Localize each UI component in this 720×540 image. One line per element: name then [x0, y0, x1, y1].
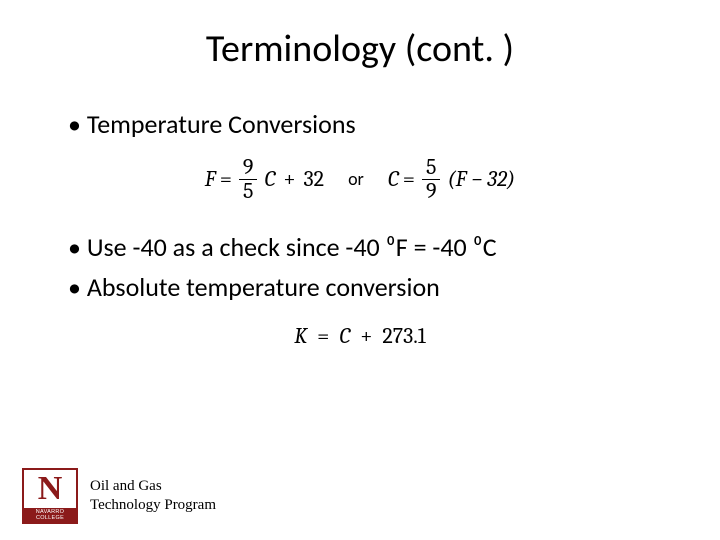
equals-sign: = — [403, 166, 415, 192]
formula-var-c: C — [339, 323, 350, 349]
fraction-denominator: 5 — [239, 180, 257, 203]
formula-var-k: K — [294, 323, 307, 349]
equals-sign: = — [220, 166, 232, 192]
bullet-absolute-temp: Absolute temperature conversion — [68, 271, 670, 305]
bullet-temp-conversions: Temperature Conversions — [68, 108, 670, 142]
or-separator: or — [348, 168, 364, 190]
footer-block: N NAVARRO COLLEGE Oil and Gas Technology… — [22, 468, 216, 524]
navarro-logo: N NAVARRO COLLEGE — [22, 468, 78, 524]
formula-paren-group: (F − 32) — [447, 166, 515, 192]
kelvin-formula-row: K = C + 273.1 — [50, 323, 670, 349]
logo-bar-text: NAVARRO COLLEGE — [24, 508, 76, 522]
fraction-9-5: 9 5 — [239, 156, 258, 203]
fraction-numerator: 9 — [239, 156, 258, 180]
formula-const-32: 32 — [304, 166, 325, 192]
slide-title: Terminology (cont. ) — [50, 26, 670, 72]
logo-letter: N — [38, 472, 63, 506]
program-name: Oil and Gas Technology Program — [90, 477, 216, 515]
formula-row: F = 9 5 C + 32 or C = 5 9 (F − 32) — [50, 156, 670, 203]
formula-kelvin: K = C + 273.1 — [294, 323, 426, 349]
program-line2: Technology Program — [90, 496, 216, 515]
plus-sign: + — [283, 166, 295, 192]
plus-sign: + — [360, 323, 372, 349]
fraction-numerator: 5 — [422, 156, 440, 180]
formula-c-to-f: C = 5 9 (F − 32) — [388, 156, 515, 203]
formula-const-273: 273.1 — [382, 323, 425, 349]
formula-var-c: C — [264, 166, 275, 192]
formula-f-to-c: F = 9 5 C + 32 — [205, 156, 324, 203]
formula-var-c: C — [388, 166, 399, 192]
equals-sign: = — [317, 323, 329, 349]
formula-var-f: F — [205, 166, 216, 192]
fraction-denominator: 9 — [422, 180, 441, 203]
program-line1: Oil and Gas — [90, 477, 216, 496]
slide: Terminology (cont. ) Temperature Convers… — [0, 0, 720, 540]
bullet-check-40: Use -40 as a check since -40 ⁰F = -40 ⁰C — [68, 231, 670, 265]
fraction-5-9: 5 9 — [422, 156, 441, 203]
